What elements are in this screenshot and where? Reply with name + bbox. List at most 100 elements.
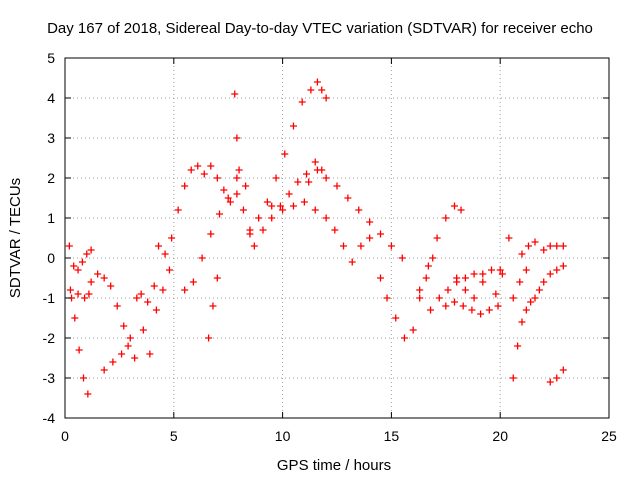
data-point	[366, 218, 374, 226]
data-point	[107, 282, 115, 290]
data-point	[514, 342, 522, 350]
data-point	[300, 198, 308, 206]
data-point	[231, 90, 239, 98]
x-tick-label: 5	[170, 428, 178, 444]
data-point	[159, 286, 167, 294]
data-point	[498, 270, 506, 278]
data-point	[422, 274, 430, 282]
data-point	[470, 294, 478, 302]
data-point	[131, 354, 139, 362]
data-point	[139, 326, 147, 334]
data-point	[279, 206, 287, 214]
data-point	[224, 194, 232, 202]
data-point	[331, 226, 339, 234]
data-point	[451, 202, 459, 210]
data-point	[100, 366, 108, 374]
data-point	[487, 266, 495, 274]
data-point	[100, 274, 108, 282]
data-point	[85, 290, 93, 298]
data-point	[427, 306, 435, 314]
data-point	[509, 294, 517, 302]
data-point	[559, 262, 567, 270]
data-point	[357, 242, 365, 250]
data-point	[453, 274, 461, 282]
data-point	[71, 314, 79, 322]
x-tick-label: 25	[601, 428, 617, 444]
data-point	[387, 242, 395, 250]
x-tick-label: 15	[384, 428, 400, 444]
x-axis-label: GPS time / hours	[277, 457, 391, 474]
data-point	[509, 374, 517, 382]
data-point	[322, 214, 330, 222]
data-point	[398, 254, 406, 262]
data-point	[215, 210, 223, 218]
data-point	[477, 310, 485, 318]
data-point	[416, 294, 424, 302]
data-point	[355, 206, 363, 214]
data-point	[250, 242, 258, 250]
data-point	[289, 122, 297, 130]
data-point	[181, 182, 189, 190]
data-point	[213, 174, 221, 182]
data-point	[307, 86, 315, 94]
y-tick-label: -3	[43, 370, 56, 386]
data-point	[289, 202, 297, 210]
data-point	[322, 94, 330, 102]
x-tick-label: 20	[492, 428, 508, 444]
data-point	[189, 278, 197, 286]
data-point	[546, 270, 554, 278]
data-point	[70, 262, 78, 270]
data-point	[377, 230, 385, 238]
y-tick-label: -2	[43, 330, 56, 346]
data-point	[492, 290, 500, 298]
grid-lines	[65, 58, 609, 418]
data-point	[205, 334, 213, 342]
y-tick-label: 1	[47, 210, 55, 226]
data-point	[559, 242, 567, 250]
data-point	[233, 190, 241, 198]
data-point	[87, 278, 95, 286]
data-point	[74, 290, 82, 298]
data-point	[313, 166, 321, 174]
data-point	[84, 390, 92, 398]
data-point	[174, 206, 182, 214]
data-point	[559, 366, 567, 374]
data-point	[340, 242, 348, 250]
data-point	[416, 286, 424, 294]
data-point	[137, 290, 145, 298]
data-point	[165, 266, 173, 274]
data-point	[187, 166, 195, 174]
data-point	[194, 162, 202, 170]
y-tick-label: 0	[47, 250, 55, 266]
data-point	[152, 306, 160, 314]
data-point	[146, 350, 154, 358]
data-point	[531, 238, 539, 246]
data-point	[518, 318, 526, 326]
data-point	[522, 266, 530, 274]
y-tick-label: 2	[47, 170, 55, 186]
y-tick-label: 4	[47, 90, 55, 106]
data-point	[313, 78, 321, 86]
y-tick-label: 5	[47, 50, 55, 66]
y-axis-label: SDTVAR / TECUs	[7, 178, 24, 298]
data-point	[305, 178, 313, 186]
data-point	[377, 274, 385, 282]
data-point	[124, 342, 132, 350]
data-point	[272, 174, 280, 182]
data-point	[226, 198, 234, 206]
x-tick-label: 0	[61, 428, 69, 444]
data-point	[263, 198, 271, 206]
data-point	[540, 246, 548, 254]
data-point	[209, 302, 217, 310]
data-point	[535, 286, 543, 294]
data-point	[207, 230, 215, 238]
data-point	[120, 322, 128, 330]
data-point	[553, 266, 561, 274]
data-point	[235, 166, 243, 174]
data-point	[285, 190, 293, 198]
data-point	[433, 234, 441, 242]
data-point	[144, 298, 152, 306]
data-point	[268, 202, 276, 210]
data-point	[344, 194, 352, 202]
